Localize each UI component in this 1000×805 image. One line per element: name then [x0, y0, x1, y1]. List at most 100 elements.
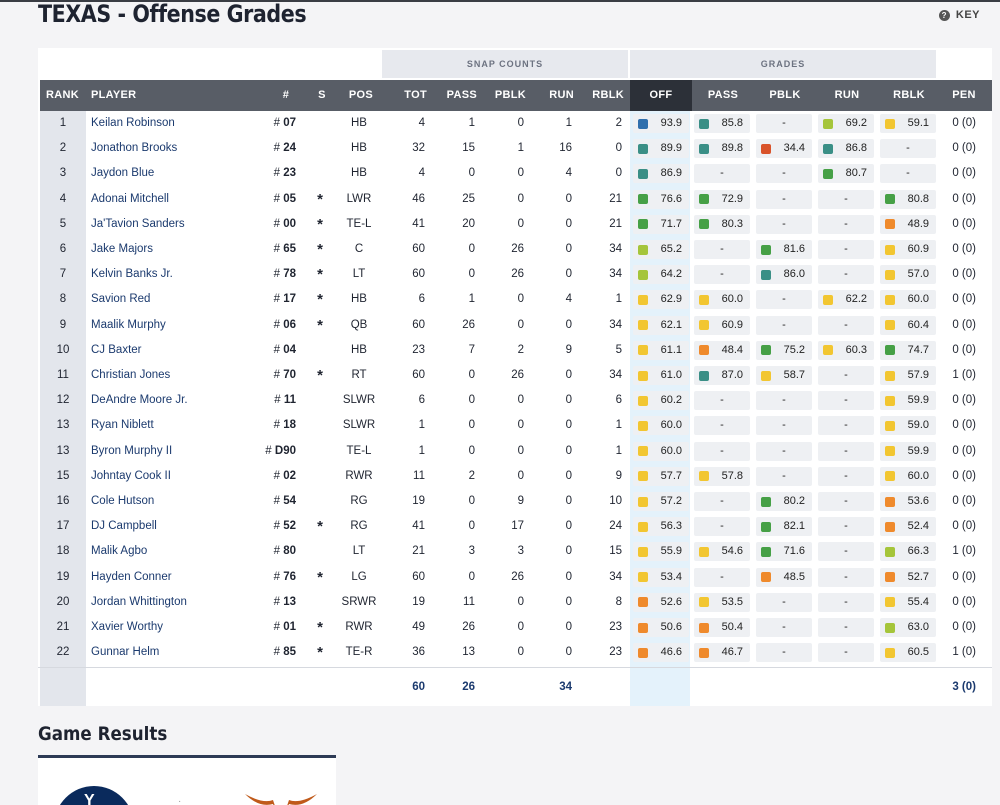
player-name-link[interactable]: DJ Campbell — [91, 520, 157, 533]
jersey-number-value: 70 — [283, 369, 296, 381]
grade-value: 74.7 — [907, 343, 929, 356]
grade-value: 66.3 — [907, 545, 929, 558]
grade-color-swatch — [823, 294, 833, 305]
col-rblk[interactable]: RBLK — [592, 89, 624, 101]
game-result-card[interactable]: Y · — [38, 755, 336, 805]
grade-value: - — [782, 469, 786, 482]
col-position[interactable]: POS — [348, 89, 374, 101]
table-row[interactable]: 3 Jaydon Blue # 23 HB 4 0 0 4 0 86.9 - - 80.7 - 0 (0) — [38, 161, 992, 186]
col-pass[interactable]: PASS — [446, 89, 477, 101]
col-rank[interactable]: RANK — [46, 89, 79, 101]
col-grade-pblk[interactable]: PBLK — [769, 89, 801, 101]
versus-mark: · — [178, 796, 182, 805]
table-row[interactable]: 15 Johntay Cook II # 02 RWR 11 2 0 0 9 57.7 57.8 - -… — [38, 464, 992, 489]
grade-color-swatch — [885, 345, 895, 356]
grade-value: - — [720, 268, 724, 281]
table-row[interactable]: 1 Keilan Robinson # 07 HB 4 1 0 1 2 93.9 85.8 - 69.2… — [38, 111, 992, 136]
table-row[interactable]: 10 CJ Baxter # 04 HB 23 7 2 9 5 61.1 48.4 75.2 60.3 7… — [38, 338, 992, 363]
grade-pass: 60.9 — [694, 315, 750, 335]
player-name-link[interactable]: Gunnar Helm — [91, 646, 160, 659]
col-tot[interactable]: TOT — [404, 89, 427, 101]
player-name-link[interactable]: Ryan Niblett — [91, 419, 154, 432]
player-name-link[interactable]: Keilan Robinson — [91, 117, 175, 129]
grade-run: - — [818, 240, 874, 259]
player-name-link[interactable]: CJ Baxter — [91, 343, 142, 356]
table-row[interactable]: 19 Hayden Conner # 76 * LG 60 0 26 0 34 53.4 - 48.5 -… — [38, 565, 992, 590]
table-row[interactable]: 16 Cole Hutson # 54 RG 19 0 9 0 10 57.2 - 80.2 - 53.6… — [38, 489, 992, 514]
grade-value: 80.2 — [783, 495, 805, 507]
table-row[interactable]: 13 Byron Murphy II # D90 TE-L 1 0 0 0 1 60.0 - - - 59… — [38, 439, 992, 464]
table-row[interactable]: 7 Kelvin Banks Jr. # 78 * LT 60 0 26 0 34 64.2 - 86.… — [38, 262, 992, 287]
grade-color-swatch — [885, 647, 895, 658]
col-number[interactable]: # — [282, 89, 290, 101]
grade-value: 71.7 — [660, 217, 682, 230]
table-row[interactable]: 2 Jonathon Brooks # 24 HB 32 15 1 16 0 89.9 89.8 34… — [38, 136, 992, 161]
grade-color-swatch — [699, 118, 709, 129]
player-name-link[interactable]: DeAndre Moore Jr. — [91, 394, 188, 407]
player-name-link[interactable]: Christian Jones — [91, 369, 171, 381]
snaps-pblk-cell: 0 — [517, 469, 524, 482]
table-row[interactable]: 21 Xavier Worthy # 01 * RWR 49 26 0 0 23 50.6 50.4 -… — [38, 615, 992, 640]
col-pblk[interactable]: PBLK — [494, 89, 526, 101]
key-button[interactable]: ? KEY — [938, 9, 980, 21]
table-row[interactable]: 12 DeAndre Moore Jr. # 11 SLWR 6 0 0 0 6 60.2 - - - 5… — [38, 388, 992, 413]
col-pen[interactable]: PEN — [952, 89, 976, 101]
player-name-link[interactable]: Malik Agbo — [91, 545, 148, 558]
penalty-cell: 1 (0) — [952, 646, 976, 659]
player-name-link[interactable]: Adonai Mitchell — [91, 192, 169, 205]
table-row[interactable]: 9 Maalik Murphy # 06 * QB 60 26 0 0 34 62.1 60.9 - - 6… — [38, 313, 992, 338]
grade-value: 46.6 — [660, 646, 682, 659]
player-name-link[interactable]: Ja'Tavion Sanders — [91, 217, 185, 230]
grade-pblk: - — [756, 315, 812, 335]
table-row[interactable]: 18 Malik Agbo # 80 LT 21 3 3 0 15 55.9 54.6 71.6 - 66… — [38, 539, 992, 564]
snaps-rblk-cell: 6 — [615, 394, 622, 407]
table-row[interactable]: 13 Ryan Niblett # 18 SLWR 1 0 0 0 1 60.0 - - - 59.0 0 … — [38, 413, 992, 438]
table-row[interactable]: 11 Christian Jones # 70 * RT 60 0 26 0 34 61.0 87.0… — [38, 363, 992, 388]
table-row[interactable]: 5 Ja'Tavion Sanders # 00 * TE-L 41 20 0 0 21 71.7 8… — [38, 212, 992, 237]
player-name-link[interactable]: Byron Murphy II — [91, 444, 173, 457]
col-off[interactable]: OFF — [649, 89, 673, 101]
col-grade-rblk[interactable]: RBLK — [893, 89, 925, 101]
starter-marker: * — [317, 291, 323, 309]
jersey-number: # D90 — [265, 444, 296, 457]
grade-value: - — [844, 595, 848, 608]
player-name-link[interactable]: Xavier Worthy — [91, 621, 164, 633]
penalty-cell: 0 (0) — [952, 520, 976, 533]
col-grade-run[interactable]: RUN — [834, 89, 860, 101]
table-row[interactable]: 8 Savion Red # 17 * HB 6 1 0 4 1 62.9 60.0 - 62.2 60.0… — [38, 287, 992, 312]
col-run[interactable]: RUN — [549, 89, 574, 101]
grade-off: 50.6 — [633, 618, 689, 637]
jersey-number: # 07 — [273, 117, 296, 129]
col-grade-pass[interactable]: PASS — [707, 89, 739, 101]
table-row[interactable]: 6 Jake Majors # 65 * C 60 0 26 0 34 65.2 - 81.6 - 60.9… — [38, 237, 992, 262]
grade-run: 80.7 — [818, 164, 874, 184]
player-name-link[interactable]: Kelvin Banks Jr. — [91, 268, 173, 281]
table-row[interactable]: 17 DJ Campbell # 52 * RG 41 0 17 0 24 56.3 - 82.1 - 52… — [38, 514, 992, 539]
snaps-pass-cell: 1 — [468, 117, 475, 129]
player-name-link[interactable]: Jonathon Brooks — [91, 142, 178, 155]
grade-rblk: 60.9 — [880, 240, 936, 259]
table-row[interactable]: 20 Jordan Whittington # 13 SRWR 19 11 0 0 8 52.6 5… — [38, 590, 992, 615]
player-name-link[interactable]: Jaydon Blue — [91, 167, 155, 180]
jersey-number: # 65 — [273, 243, 296, 255]
grade-color-swatch — [823, 345, 833, 356]
grade-rblk: 63.0 — [880, 618, 936, 637]
player-name-link[interactable]: Johntay Cook II — [91, 469, 171, 482]
col-player[interactable]: PLAYER — [91, 89, 137, 101]
player-name-link[interactable]: Savion Red — [91, 293, 151, 306]
col-starter[interactable]: S — [318, 89, 326, 101]
player-name-link[interactable]: Hayden Conner — [91, 570, 172, 583]
starter-marker: * — [317, 190, 323, 208]
grade-pass: - — [694, 416, 750, 436]
snaps-pblk-cell: 0 — [517, 318, 524, 331]
grade-value: - — [844, 469, 848, 482]
player-name-link[interactable]: Cole Hutson — [91, 495, 155, 507]
player-name-link[interactable]: Maalik Murphy — [91, 318, 166, 331]
table-row[interactable]: 4 Adonai Mitchell # 05 * LWR 46 25 0 0 21 76.6 72.9… — [38, 187, 992, 212]
player-name-link[interactable]: Jordan Whittington — [91, 595, 187, 608]
grade-value: 86.0 — [783, 268, 805, 281]
jersey-number: # 02 — [273, 469, 296, 482]
player-name-link[interactable]: Jake Majors — [91, 243, 153, 255]
grade-color-swatch — [761, 370, 771, 381]
table-row[interactable]: 22 Gunnar Helm # 85 * TE-R 36 13 0 0 23 46.6 46.7 - -… — [38, 640, 992, 665]
